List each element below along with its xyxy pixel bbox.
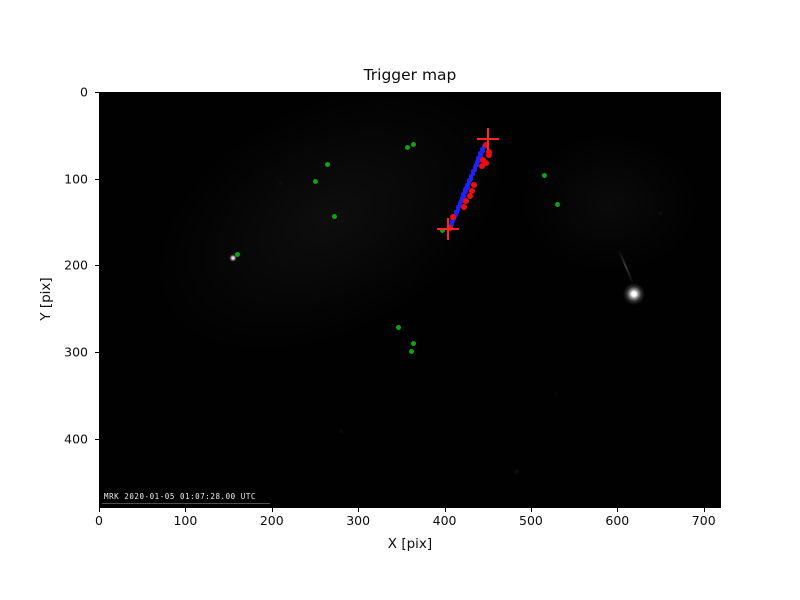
star-detections-green-point (405, 145, 411, 151)
bright-star-blob (622, 283, 645, 306)
triggered-pixels-red-point (466, 192, 473, 199)
meteor-track-blue-point (474, 162, 479, 167)
faint-bright-spot (229, 253, 238, 262)
triggered-pixels-red-point (482, 160, 489, 167)
meteor-track-blue-point (478, 153, 483, 158)
x-tick-label: 0 (95, 513, 103, 528)
triggered-pixels-red-point (446, 224, 453, 231)
x-tick-mark (358, 508, 360, 512)
triggered-pixels-red-point (479, 157, 486, 164)
faint-haze-right (520, 133, 700, 273)
meteor-track-blue-point (472, 164, 478, 170)
triggered-pixels-red-point (478, 163, 485, 170)
star-detections-green-point (234, 251, 240, 257)
x-tick-mark (99, 508, 100, 512)
x-tick-label: 300 (346, 513, 371, 528)
triggered-pixels-red-point (449, 213, 456, 220)
triggered-pixels-red-point (468, 187, 475, 194)
star-detections-green-point (411, 141, 417, 147)
y-tick-label: 200 (64, 257, 88, 273)
meteor-track-blue-point (455, 207, 461, 213)
y-tick-mark (95, 178, 99, 180)
x-tick-mark (530, 508, 532, 512)
y-tick-label: 400 (64, 431, 88, 447)
y-tick-label: 100 (64, 171, 88, 187)
y-tick-label: 0 (80, 84, 88, 100)
star-detections-green-point (396, 324, 402, 330)
x-tick-label: 500 (519, 513, 543, 528)
plot-area: MRK 2020-01-05 01:07:28.00 UTC (99, 92, 721, 508)
x-tick-mark (617, 508, 619, 512)
meteor-track-blue-point (459, 198, 464, 204)
track-endpoint-crosses-marker (487, 127, 489, 150)
timestamp-underline (102, 503, 270, 504)
plot-title: Trigger map (363, 66, 457, 84)
y-tick-mark (95, 265, 99, 267)
background-noise-specks (100, 93, 101, 94)
meteor-track-blue-point (450, 218, 455, 224)
faint-star-streak (617, 249, 635, 285)
x-axis-label: X [pix] (387, 536, 433, 552)
triggered-pixels-red-point (462, 198, 469, 205)
x-tick-label: 200 (259, 513, 284, 528)
y-tick-mark (95, 438, 99, 440)
camera-timestamp-overlay: MRK 2020-01-05 01:07:28.00 UTC (104, 492, 256, 501)
meteor-track-blue-point (470, 171, 476, 177)
meteor-track-blue-point (463, 187, 468, 192)
triggered-pixels-red-point (460, 203, 467, 210)
y-tick-mark (95, 352, 99, 353)
star-detections-green-point (411, 340, 417, 346)
star-detections-green-point (541, 172, 547, 178)
meteor-track-blue-point (468, 176, 474, 181)
meteor-track-blue-point (459, 196, 465, 201)
star-detections-green-point (555, 202, 561, 208)
triggered-pixels-red-point (485, 151, 492, 158)
star-detections-green-point (324, 161, 330, 167)
x-tick-label: 100 (173, 513, 198, 528)
triggered-pixels-red-point (470, 182, 477, 189)
triggered-pixels-red-point (482, 142, 489, 149)
x-tick-mark (271, 508, 273, 512)
y-axis-label: Y [pix] (38, 277, 54, 321)
star-detections-green-point (439, 228, 445, 234)
x-tick-label: 400 (432, 513, 457, 528)
x-tick-label: 600 (605, 513, 630, 528)
track-endpoint-crosses-marker (447, 218, 449, 241)
star-detections-green-point (332, 214, 338, 220)
y-tick-mark (95, 92, 99, 93)
x-tick-mark (185, 508, 187, 512)
x-tick-mark (703, 508, 705, 512)
x-tick-label: 700 (691, 513, 716, 528)
star-detections-green-point (409, 348, 415, 354)
x-tick-mark (444, 508, 446, 512)
y-tick-label: 300 (64, 344, 88, 360)
meteor-track-blue-point (472, 167, 478, 172)
star-detections-green-point (312, 178, 318, 184)
